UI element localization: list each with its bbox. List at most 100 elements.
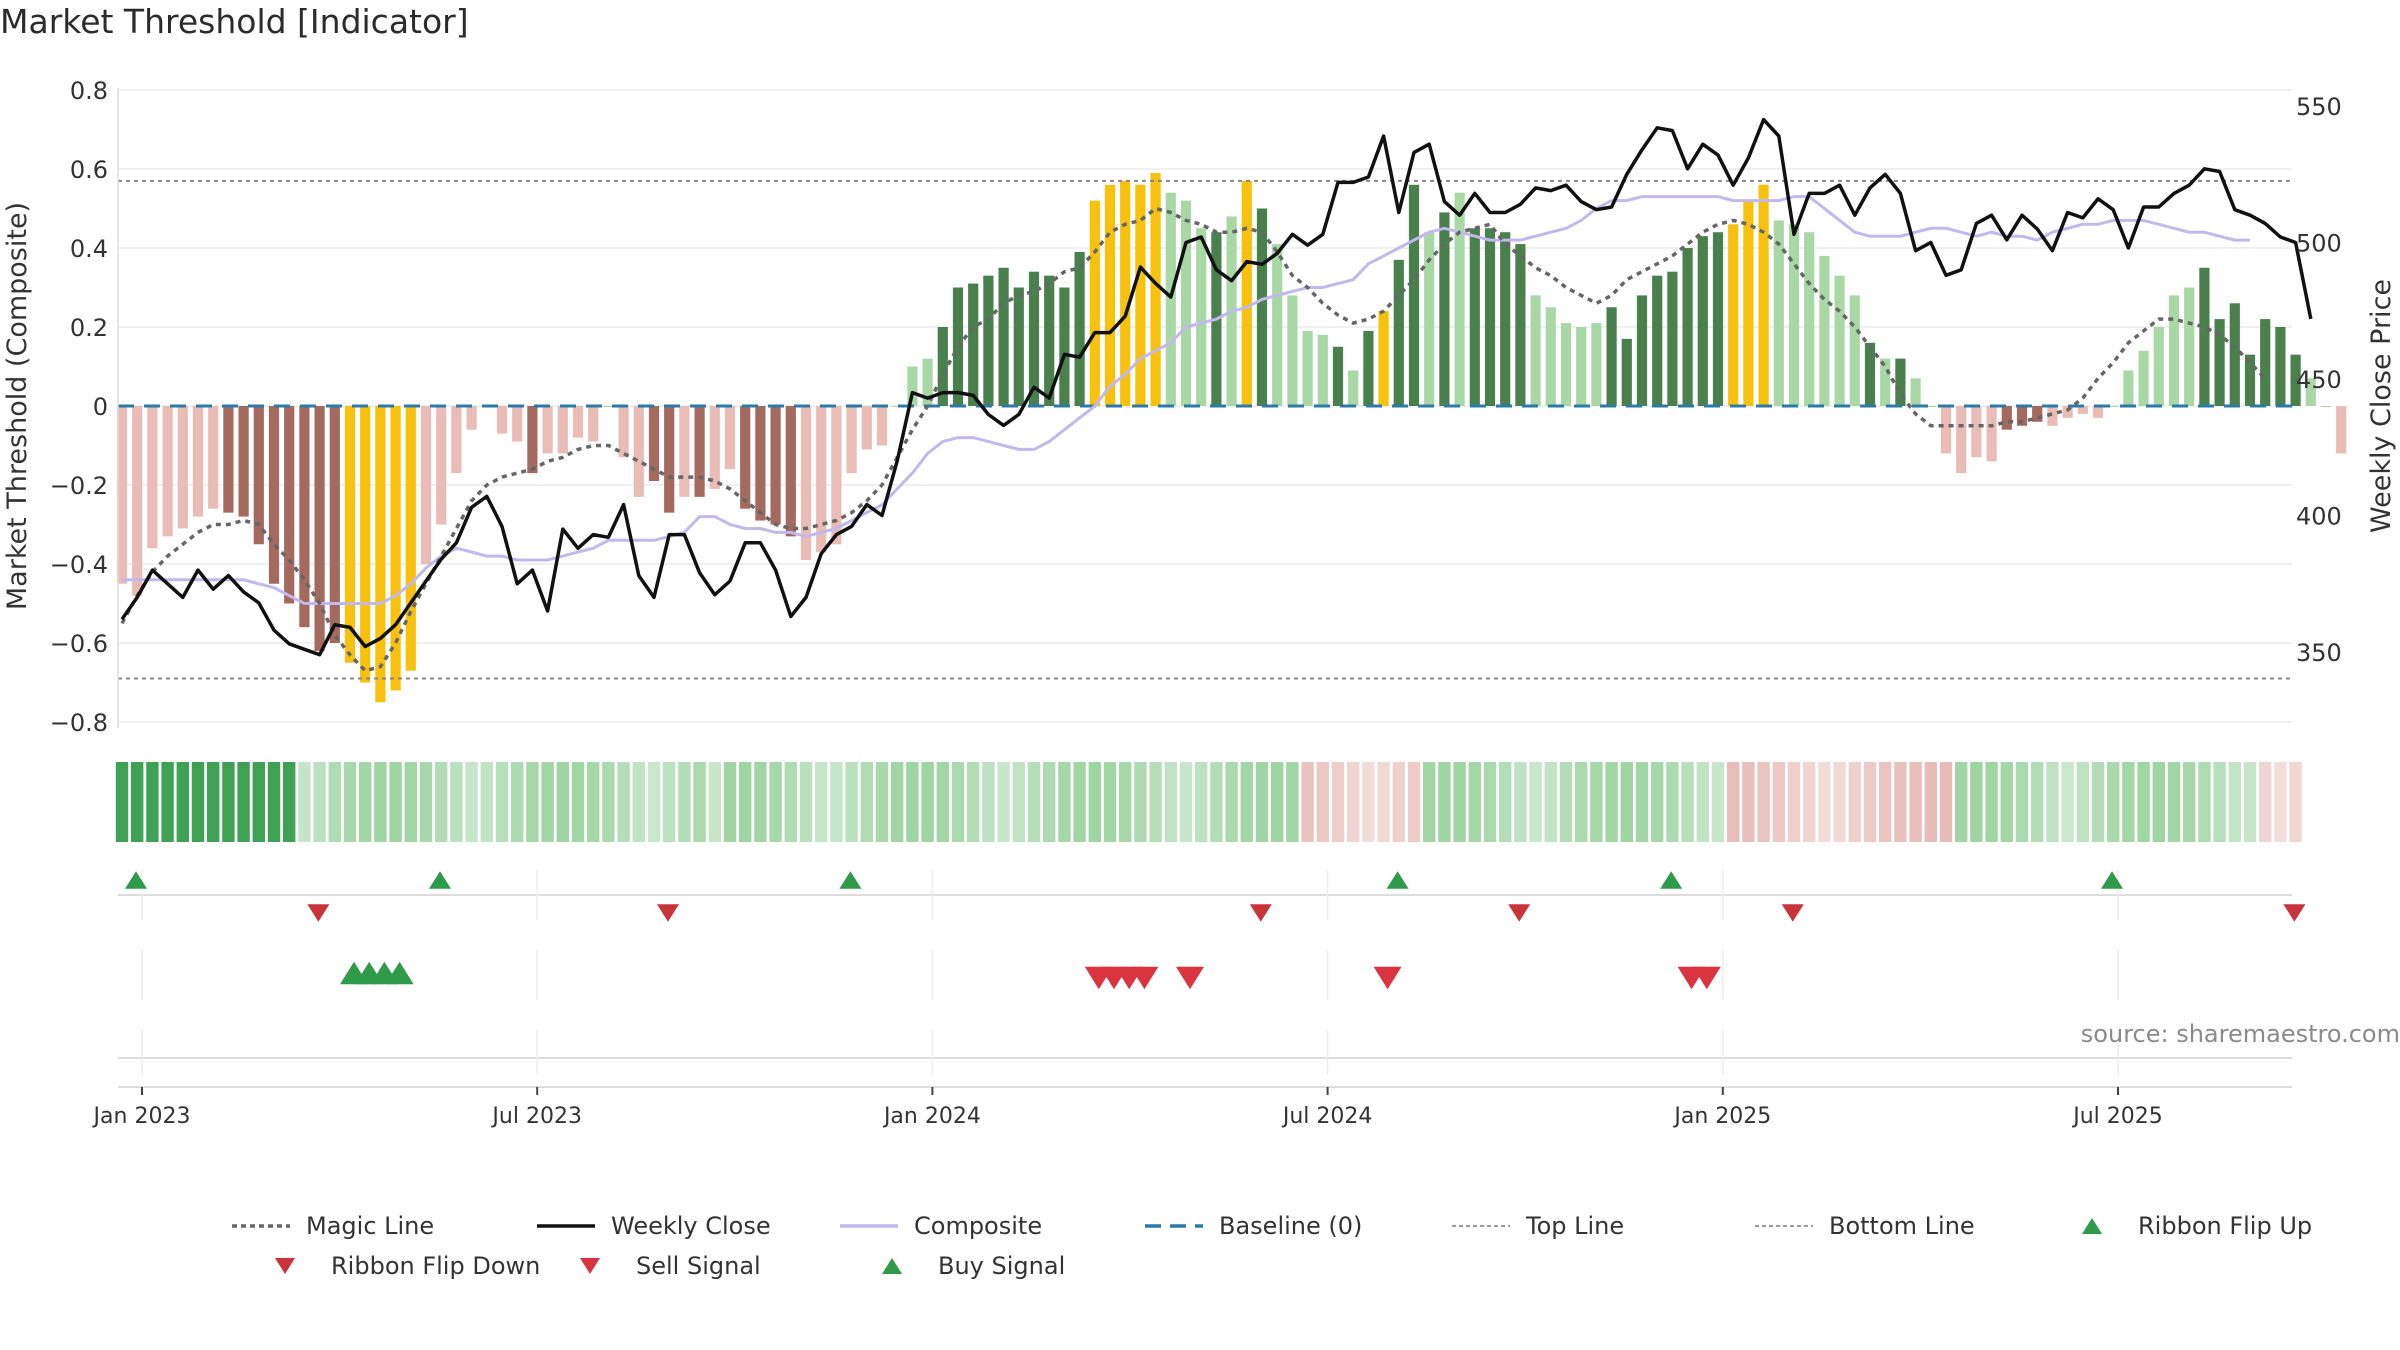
composite-bar — [968, 283, 979, 406]
magic-line — [120, 206, 2267, 673]
composite-bar — [1180, 200, 1192, 406]
ribbon-cell — [1347, 762, 1360, 842]
ribbon-cell — [1225, 762, 1238, 842]
y2-tick-label: 550 — [2296, 93, 2342, 121]
composite-bar — [1302, 330, 1313, 406]
sell-signal-marker — [1692, 966, 1721, 990]
y-tick-label: −0.4 — [50, 551, 108, 579]
composite-bar — [1530, 295, 1541, 406]
ribbon-cell — [207, 762, 220, 842]
composite-bar — [1393, 259, 1404, 406]
ribbon-cell — [359, 762, 372, 842]
ribbon-cell — [1149, 762, 1162, 842]
x-tick-label: Jul 2024 — [1281, 1104, 1373, 1129]
composite-bar — [1196, 228, 1207, 406]
composite-bar — [2123, 370, 2134, 406]
composite-bar — [1469, 228, 1480, 406]
ribbon-cell — [176, 762, 189, 842]
composite-bar — [1849, 295, 1860, 406]
composite-bar — [998, 267, 1009, 406]
composite-bar — [800, 406, 812, 561]
legend-label: Buy Signal — [938, 1252, 1066, 1280]
composite-bar — [1788, 224, 1800, 406]
y2-axis-title: Weekly Close Price — [2366, 279, 2397, 533]
composite-bar — [1044, 275, 1055, 406]
ribbon-flip-down-marker — [1508, 904, 1531, 922]
ribbon-cell — [739, 762, 752, 842]
composite-bar — [1059, 287, 1070, 406]
ribbon-cell — [374, 762, 387, 842]
composite-bar — [861, 406, 872, 450]
y-tick-label: −0.6 — [50, 630, 108, 658]
ribbon-cell — [1483, 762, 1497, 842]
ribbon-cell — [1012, 762, 1025, 842]
ribbon-flip-up-marker — [2101, 871, 2123, 889]
ribbon-cell — [617, 762, 630, 842]
ribbon-cell — [1696, 762, 1709, 842]
legend-swatch — [580, 1258, 600, 1274]
y2-tick-label: 350 — [2296, 639, 2342, 667]
ribbon-cell — [1255, 762, 1269, 842]
composite-bars — [116, 172, 2347, 703]
ribbon-cell — [1362, 762, 1375, 842]
ribbon-cell — [541, 762, 554, 842]
composite-line — [122, 195, 2250, 605]
ribbon-cell — [495, 762, 509, 842]
legend-row-2: Ribbon Flip Down Sell Signal Buy Signal — [230, 1252, 2380, 1292]
composite-bar — [1940, 406, 1952, 454]
ribbon-cell — [1772, 762, 1785, 842]
ribbon-cell — [1331, 762, 1345, 842]
sell-signal-marker — [1373, 966, 1402, 990]
x-tick-label: Jul 2023 — [490, 1104, 582, 1129]
ribbon-cell — [1119, 762, 1132, 842]
ribbon-cell — [1103, 762, 1117, 842]
composite-bar — [1560, 323, 1572, 406]
ribbon-cell — [1620, 762, 1633, 842]
y-axis-title: Market Threshold (Composite) — [2, 202, 33, 610]
composite-bar — [2336, 406, 2347, 454]
ribbon-cell — [754, 762, 767, 842]
composite-bar — [1135, 184, 1146, 406]
ribbon-cell — [799, 762, 813, 842]
composite-bar — [132, 406, 143, 596]
ribbon-cell — [191, 762, 205, 842]
ribbon-cell — [2015, 762, 2029, 842]
composite-bar — [1591, 323, 1602, 406]
ribbon-cell — [435, 762, 448, 842]
ribbon-cell — [784, 762, 797, 842]
legend-label: Sell Signal — [636, 1252, 761, 1280]
ribbon-cell — [1559, 762, 1573, 842]
x-tick-label: Jan 2025 — [1672, 1104, 1771, 1129]
composite-bar — [1956, 406, 1967, 474]
composite-bar — [1120, 180, 1131, 406]
composite-bar — [116, 406, 128, 584]
composite-bar — [299, 406, 310, 628]
ribbon-cell — [1468, 762, 1481, 842]
composite-bar — [557, 406, 568, 454]
ribbon-cell — [1438, 762, 1451, 842]
composite-bar — [390, 406, 401, 691]
ribbon-cell — [1909, 762, 1922, 842]
ribbon-flip-up-marker — [429, 871, 451, 889]
composite-bar — [344, 406, 356, 663]
y2-tick-label: 500 — [2296, 230, 2342, 258]
y-tick-label: −0.2 — [50, 472, 108, 500]
ribbon-cell — [1195, 762, 1208, 842]
ribbon-cell — [2091, 762, 2105, 842]
ribbon-cell — [1286, 762, 1299, 842]
composite-bar — [527, 406, 538, 474]
legend-item-sell: Sell Signal — [560, 1252, 761, 1280]
ribbon-flip-up-marker — [839, 871, 862, 889]
legend-item-buy: Buy Signal — [862, 1252, 1065, 1280]
ribbon-cell — [1666, 762, 1679, 842]
ribbon-cell — [1575, 762, 1588, 842]
composite-bar — [329, 406, 340, 643]
composite-bar — [1773, 220, 1784, 406]
ribbon-cell — [2274, 762, 2287, 842]
composite-bar — [496, 406, 508, 434]
composite-bar — [2077, 406, 2088, 414]
ribbon-cell — [1863, 762, 1877, 842]
ribbon-cell — [2031, 762, 2044, 842]
ribbon-cell — [2289, 762, 2302, 842]
